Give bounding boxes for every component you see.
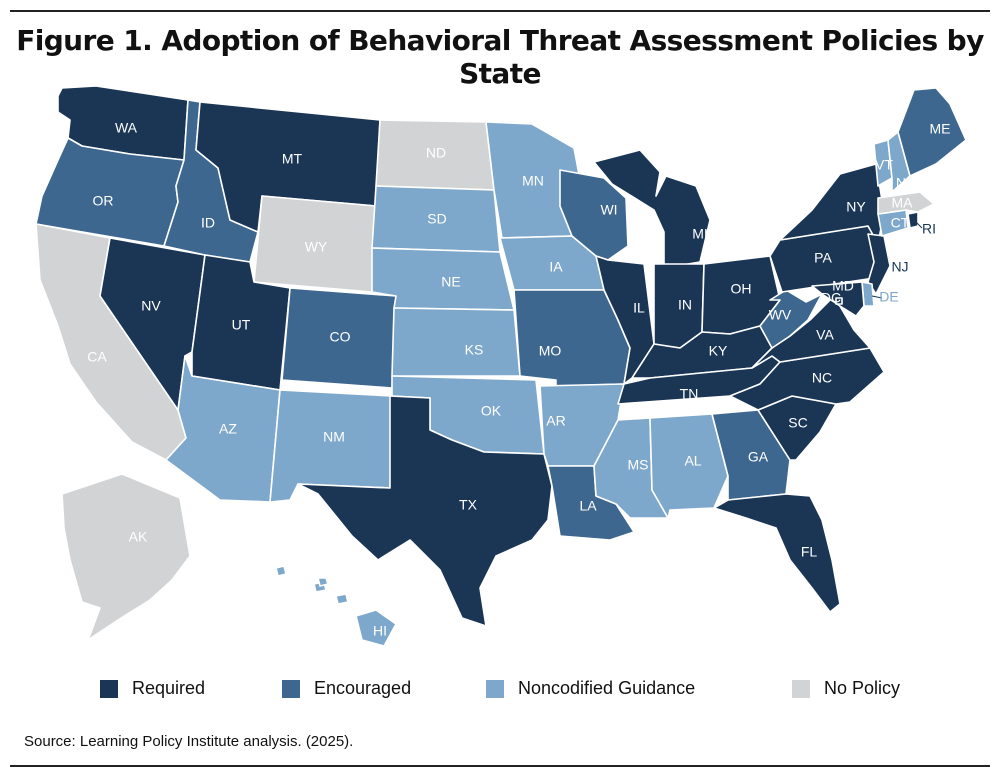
state-label-va: VA bbox=[816, 327, 834, 343]
state-label-nm: NM bbox=[323, 429, 345, 445]
legend-item-none: No Policy bbox=[792, 678, 900, 699]
state-label-ak: AK bbox=[129, 529, 148, 545]
state-tx bbox=[297, 395, 553, 627]
state-label-nh: NH bbox=[896, 175, 916, 191]
state-label-wv: WV bbox=[769, 307, 792, 323]
state-label-md: MD bbox=[832, 278, 854, 294]
state-label-az: AZ bbox=[219, 421, 237, 437]
state-nh bbox=[887, 131, 911, 193]
state-label-fl: FL bbox=[801, 544, 818, 560]
state-label-in: IN bbox=[678, 297, 692, 313]
state-label-al: AL bbox=[684, 453, 701, 469]
legend-swatch-required bbox=[100, 679, 118, 698]
state-label-ga: GA bbox=[748, 449, 769, 465]
legend-swatch-noncodified bbox=[486, 679, 504, 698]
state-label-ar: AR bbox=[546, 413, 565, 429]
state-dc bbox=[835, 297, 843, 305]
state-ny bbox=[779, 163, 885, 245]
legend-item-required: Required bbox=[100, 678, 205, 699]
state-label-wa: WA bbox=[115, 120, 138, 136]
state-mi bbox=[593, 149, 711, 269]
legend-label-required: Required bbox=[132, 678, 206, 698]
state-label-de: DE bbox=[879, 289, 898, 305]
state-label-ma: MA bbox=[892, 195, 914, 211]
state-label-nc: NC bbox=[812, 370, 832, 386]
legend: Required Encouraged Noncodified Guidance… bbox=[0, 678, 1000, 708]
state-label-tn: TN bbox=[680, 386, 699, 402]
state-ri bbox=[907, 211, 919, 229]
state-label-pa: PA bbox=[814, 250, 832, 266]
state-il bbox=[595, 255, 655, 385]
state-label-ky: KY bbox=[709, 343, 728, 359]
state-label-sd: SD bbox=[427, 211, 446, 227]
state-label-ms: MS bbox=[628, 457, 649, 473]
state-label-ny: NY bbox=[846, 199, 866, 215]
state-label-tx: TX bbox=[459, 497, 478, 513]
state-hi-island bbox=[335, 593, 349, 605]
state-label-ok: OK bbox=[481, 403, 502, 419]
source-note: Source: Learning Policy Institute analys… bbox=[24, 733, 354, 750]
leader-line bbox=[915, 221, 923, 229]
state-label-me: ME bbox=[930, 121, 951, 137]
state-ma bbox=[877, 191, 935, 215]
legend-swatch-encouraged bbox=[282, 679, 300, 698]
state-label-ut: UT bbox=[232, 317, 251, 333]
state-label-la: LA bbox=[579, 498, 597, 514]
state-fl bbox=[713, 493, 841, 613]
state-wv bbox=[759, 289, 823, 349]
state-ak bbox=[61, 473, 191, 641]
state-label-ri: RI bbox=[922, 221, 936, 237]
state-label-id: ID bbox=[201, 215, 215, 231]
leader-line bbox=[877, 263, 887, 267]
bottom-rule bbox=[10, 765, 990, 767]
state-label-or: OR bbox=[93, 193, 114, 209]
state-label-sc: SC bbox=[788, 415, 807, 431]
legend-label-encouraged: Encouraged bbox=[314, 678, 412, 698]
state-hi bbox=[355, 609, 397, 647]
state-label-nj: NJ bbox=[891, 259, 908, 275]
state-label-mt: MT bbox=[282, 151, 303, 167]
state-label-mi: MI bbox=[692, 226, 708, 242]
state-hi-island bbox=[317, 577, 329, 587]
state-label-vt: VT bbox=[875, 157, 893, 173]
legend-item-noncodified: Noncodified Guidance bbox=[486, 678, 695, 699]
state-label-ca: CA bbox=[87, 349, 107, 365]
state-label-hi: HI bbox=[373, 623, 387, 639]
legend-swatch-none bbox=[792, 679, 810, 698]
legend-label-none: No Policy bbox=[824, 678, 901, 698]
state-hi-island bbox=[275, 565, 287, 577]
state-label-mo: MO bbox=[539, 343, 562, 359]
legend-item-encouraged: Encouraged bbox=[282, 678, 411, 699]
state-label-oh: OH bbox=[731, 281, 752, 297]
state-label-mn: MN bbox=[522, 173, 544, 189]
state-label-wi: WI bbox=[600, 202, 617, 218]
leader-line bbox=[871, 295, 883, 299]
state-label-ne: NE bbox=[441, 274, 460, 290]
page-title: Figure 1. Adoption of Behavioral Threat … bbox=[16, 24, 984, 90]
state-label-il: IL bbox=[633, 300, 645, 316]
state-label-nd: ND bbox=[426, 145, 446, 161]
top-rule bbox=[10, 10, 990, 12]
state-me bbox=[897, 87, 967, 177]
legend-label-noncodified: Noncodified Guidance bbox=[518, 678, 696, 698]
state-label-nv: NV bbox=[141, 298, 161, 314]
state-label-ks: KS bbox=[465, 342, 484, 358]
state-ks bbox=[391, 307, 521, 377]
state-label-wy: WY bbox=[305, 239, 328, 255]
state-label-dc: DC bbox=[821, 290, 841, 306]
state-label-ct: CT bbox=[891, 215, 910, 231]
state-label-ia: IA bbox=[549, 259, 563, 275]
state-label-co: CO bbox=[330, 329, 351, 345]
